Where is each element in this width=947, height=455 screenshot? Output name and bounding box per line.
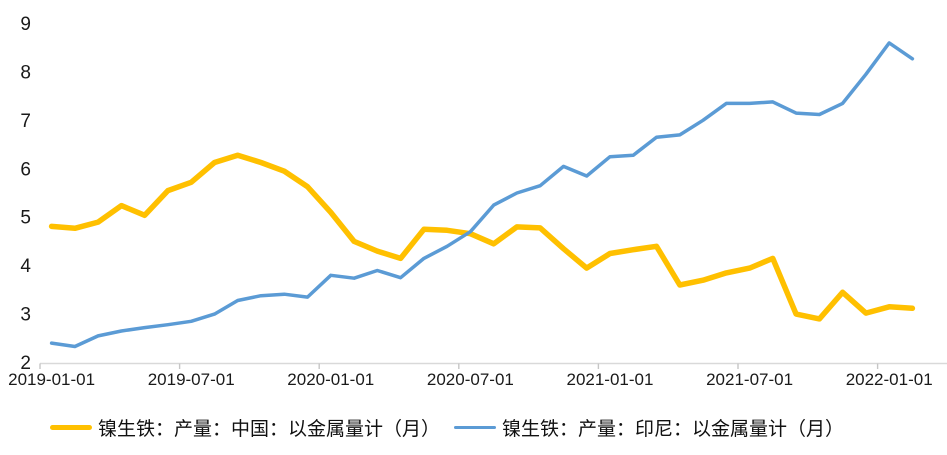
y-tick-label: 2 bbox=[20, 353, 31, 374]
legend-item-china: 镍生铁：产量：中国：以金属量计（月） bbox=[50, 414, 440, 441]
x-tick-label: 2019-07-01 bbox=[148, 370, 235, 389]
y-tick-label: 4 bbox=[20, 256, 31, 277]
y-tick-label: 9 bbox=[20, 14, 31, 35]
x-tick-label: 2021-01-01 bbox=[566, 370, 653, 389]
legend-line-swatch-china bbox=[50, 424, 92, 431]
series-line-indonesia bbox=[49, 41, 915, 349]
y-tick-label: 8 bbox=[20, 62, 31, 83]
x-tick-label: 2019-01-01 bbox=[8, 370, 95, 389]
y-tick-label: 7 bbox=[20, 111, 31, 132]
y-tick-label: 5 bbox=[20, 208, 31, 229]
legend-label-china: 镍生铁：产量：中国：以金属量计（月） bbox=[98, 419, 441, 440]
y-tick-label: 6 bbox=[20, 159, 31, 180]
x-tick-label: 2020-01-01 bbox=[287, 370, 374, 389]
chart-legend: 镍生铁：产量：中国：以金属量计（月） 镍生铁：产量：印尼：以金属量计（月） bbox=[50, 414, 844, 441]
x-tick-label: 2020-07-01 bbox=[427, 370, 514, 389]
legend-label-indonesia: 镍生铁：产量：印尼：以金属量计（月） bbox=[502, 419, 845, 440]
legend-item-indonesia: 镍生铁：产量：印尼：以金属量计（月） bbox=[454, 414, 844, 441]
x-tick-label: 2022-01-01 bbox=[846, 370, 933, 389]
y-tick-label: 3 bbox=[20, 305, 31, 326]
x-tick-label: 2021-07-01 bbox=[706, 370, 793, 389]
series-line-china bbox=[48, 152, 916, 322]
legend-line-swatch-indonesia bbox=[454, 425, 497, 430]
